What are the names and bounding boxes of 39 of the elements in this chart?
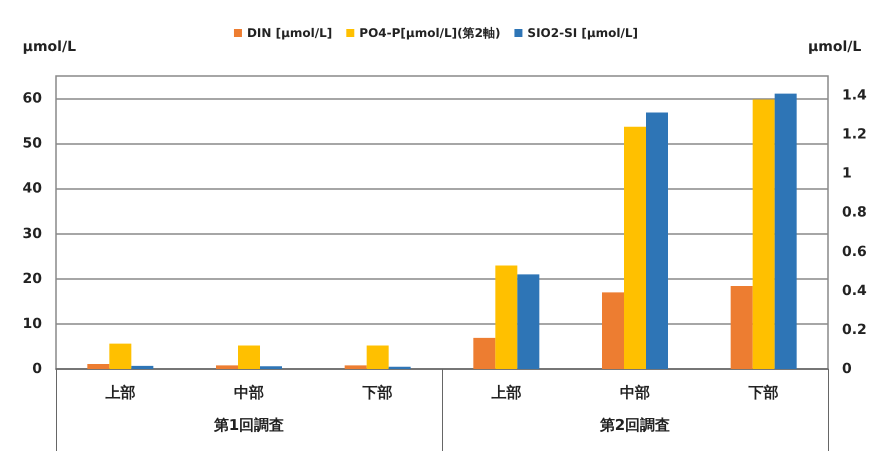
- bar: [260, 366, 282, 369]
- bar: [366, 346, 389, 369]
- bar: [730, 286, 753, 369]
- x-tick-label: 中部: [234, 384, 264, 402]
- x-tick-label: 中部: [620, 384, 650, 402]
- y-tick-label: 30: [22, 226, 42, 242]
- legend-label: SIO2-SI [µmol/L]: [527, 26, 638, 40]
- y-axis-title: µmol/L: [22, 39, 76, 55]
- y2-axis-title: µmol/L: [808, 39, 862, 55]
- y2-tick-label: 1: [842, 166, 852, 182]
- x-tick-label: 下部: [748, 384, 779, 402]
- text: 第1回調査: [212, 416, 284, 434]
- bar: [602, 292, 624, 369]
- bar: [131, 366, 154, 369]
- legend-label: DIN [µmol/L]: [246, 26, 332, 40]
- x-tick-label: 上部: [490, 384, 522, 402]
- x-tick-label: 下部: [362, 384, 393, 402]
- y2-tick-label: 0: [842, 361, 852, 377]
- text: 第2回調査: [598, 416, 670, 434]
- bar: [109, 344, 132, 369]
- y2-tick-label: 0.4: [842, 282, 868, 299]
- x-tick-label: 上部: [104, 384, 136, 402]
- y2-tick-label: 0.2: [842, 322, 867, 338]
- y-tick-label: 20: [22, 270, 42, 287]
- y-tick-label: 10: [22, 316, 42, 332]
- y-tick-label: 50: [22, 136, 42, 152]
- y-tick-label: 60: [22, 90, 42, 107]
- bar: [344, 365, 367, 369]
- y2-tick-label: 1.4: [842, 88, 868, 104]
- y2-tick-label: 0.6: [842, 244, 867, 260]
- y-tick-label: 40: [22, 180, 42, 197]
- bar: [87, 364, 110, 369]
- y2-tick-label: 0.8: [842, 204, 867, 221]
- y-tick-label: 0: [32, 361, 42, 377]
- bar: [238, 346, 260, 369]
- y2-tick-label: 1.2: [842, 126, 867, 143]
- bar: [216, 365, 238, 369]
- bar: [473, 338, 496, 369]
- legend-label: PO4-P[µmol/L](第2軸): [359, 26, 500, 40]
